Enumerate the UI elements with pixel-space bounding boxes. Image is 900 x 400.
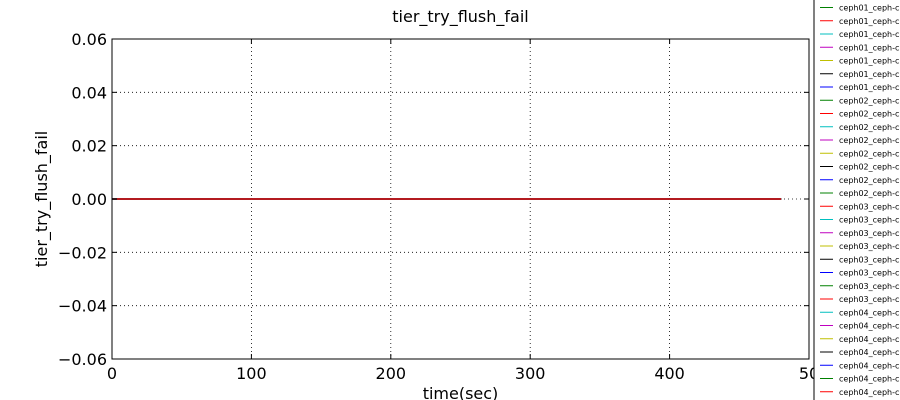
chart-title: tier_try_flush_fail bbox=[392, 7, 528, 27]
legend-label: ceph02_ceph-c bbox=[839, 189, 899, 198]
legend-label: ceph02_ceph-c bbox=[839, 136, 899, 145]
y-axis-title: tier_try_flush_fail bbox=[32, 131, 52, 267]
legend-label: ceph03_ceph-c bbox=[839, 269, 899, 278]
legend-label: ceph01_ceph-c bbox=[839, 4, 899, 13]
legend-label: ceph01_ceph-c bbox=[839, 17, 899, 26]
legend-label: ceph01_ceph-c bbox=[839, 83, 899, 92]
legend-label: ceph03_ceph-c bbox=[839, 216, 899, 225]
axis-ticks: 0 100 200 300 400 50−0.06−0.04−0.020.000.020.… bbox=[58, 30, 819, 383]
legend-label: ceph04_ceph-c bbox=[839, 375, 899, 384]
legend-label: ceph03_ceph-c bbox=[839, 295, 899, 304]
legend-label: ceph04_ceph-c bbox=[839, 335, 899, 344]
legend-label: ceph03_ceph-c bbox=[839, 242, 899, 251]
legend-label: ceph02_ceph-c bbox=[839, 110, 899, 119]
legend-label: ceph02_ceph-c bbox=[839, 96, 899, 105]
legend-label: ceph02_ceph-c bbox=[839, 176, 899, 185]
x-tick-label: 0 bbox=[107, 364, 117, 383]
legend-label: ceph02_ceph-c bbox=[839, 163, 899, 172]
x-tick-label: 300 bbox=[515, 364, 546, 383]
legend-label: ceph04_ceph-c bbox=[839, 308, 899, 317]
y-tick-label: −0.04 bbox=[58, 297, 107, 316]
legend-label: ceph01_ceph-c bbox=[839, 43, 899, 52]
legend-label: ceph03_ceph-c bbox=[839, 255, 899, 264]
x-tick-label: 100 bbox=[236, 364, 267, 383]
legend-label: ceph01_ceph-c bbox=[839, 30, 899, 39]
legend-label: ceph03_ceph-c bbox=[839, 282, 899, 291]
y-tick-label: −0.02 bbox=[58, 243, 107, 262]
y-tick-label: 0.06 bbox=[71, 30, 107, 49]
y-tick-label: 0.02 bbox=[71, 137, 107, 156]
legend: ceph01_ceph-cceph01_ceph-cceph01_ceph-cc… bbox=[813, 0, 900, 400]
x-tick-label: 400 bbox=[654, 364, 685, 383]
legend-label: ceph04_ceph-c bbox=[839, 361, 899, 370]
legend-label: ceph03_ceph-c bbox=[839, 202, 899, 211]
legend-label: ceph04_ceph-c bbox=[839, 388, 899, 397]
legend-label: ceph02_ceph-c bbox=[839, 123, 899, 132]
legend-label: ceph02_ceph-c bbox=[839, 149, 899, 158]
y-tick-label: 0.04 bbox=[71, 83, 107, 102]
y-tick-label: −0.06 bbox=[58, 350, 107, 369]
legend-label: ceph04_ceph-c bbox=[839, 322, 899, 331]
x-tick-label: 200 bbox=[376, 364, 407, 383]
y-tick-label: 0.00 bbox=[71, 190, 107, 209]
x-axis-title: time(sec) bbox=[423, 384, 499, 400]
legend-label: ceph01_ceph-c bbox=[839, 57, 899, 66]
legend-box bbox=[813, 0, 900, 400]
legend-label: ceph01_ceph-c bbox=[839, 70, 899, 79]
legend-label: ceph03_ceph-c bbox=[839, 229, 899, 238]
legend-label: ceph04_ceph-c bbox=[839, 348, 899, 357]
